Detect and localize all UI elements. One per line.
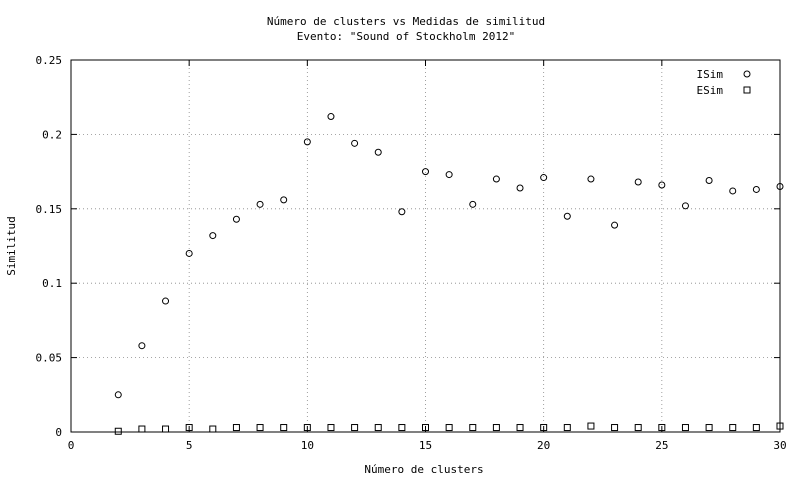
x-tick-label: 20 [537, 439, 550, 452]
isim-point [587, 175, 595, 183]
y-tick-label: 0.15 [36, 203, 63, 216]
isim-point [492, 175, 500, 183]
x-tick-label: 30 [773, 439, 786, 452]
y-tick-label: 0.25 [36, 54, 63, 67]
esim-point [563, 424, 571, 432]
esim-point [327, 424, 335, 432]
isim-point [681, 202, 689, 210]
isim-point [398, 208, 406, 216]
isim-point [138, 342, 146, 350]
y-tick-label: 0.2 [42, 128, 62, 141]
esim-point [776, 422, 784, 430]
y-axis-label: Similitud [5, 216, 18, 276]
isim-point [303, 138, 311, 146]
esim-point [398, 424, 406, 432]
grid-lines [71, 60, 780, 432]
esim-point [492, 424, 500, 432]
isim-point [351, 139, 359, 147]
isim-point [445, 171, 453, 179]
x-axis-label: Número de clusters [364, 463, 483, 476]
isim-point [563, 212, 571, 220]
x-tick-label: 15 [419, 439, 432, 452]
isim-point [256, 200, 264, 208]
esim-point [114, 427, 122, 435]
isim-point [374, 148, 382, 156]
data-points [114, 113, 784, 435]
esim-point [540, 424, 548, 432]
isim-point [752, 185, 760, 193]
esim-point [681, 424, 689, 432]
esim-point [162, 425, 170, 433]
esim-point [516, 424, 524, 432]
isim-point [658, 181, 666, 189]
series-esim [114, 422, 784, 435]
isim-point [185, 249, 193, 257]
esim-point [658, 424, 666, 432]
esim-point [611, 424, 619, 432]
legend-marker-isim [743, 70, 751, 78]
esim-point [705, 424, 713, 432]
x-tick-label: 5 [186, 439, 193, 452]
esim-point [729, 424, 737, 432]
axis-ticks: 0 5 10 15 20 25 30 0 0.05 0.1 0.15 0.2 0.25 [36, 54, 787, 452]
y-tick-label: 0.1 [42, 277, 62, 290]
series-isim [114, 113, 784, 399]
legend-label-isim: ISim [697, 68, 724, 81]
isim-point [516, 184, 524, 192]
isim-point [540, 174, 548, 182]
chart-title: Número de clusters vs Medidas de similit… [267, 15, 545, 28]
y-tick-label: 0 [55, 426, 62, 439]
legend-label-esim: ESim [697, 84, 724, 97]
isim-point [634, 178, 642, 186]
x-tick-label: 25 [655, 439, 668, 452]
esim-point [422, 424, 429, 432]
esim-point [587, 422, 595, 430]
esim-point [280, 424, 288, 432]
esim-point [374, 424, 382, 432]
esim-point [351, 424, 359, 432]
isim-point [232, 215, 240, 223]
isim-point [114, 391, 122, 399]
esim-point [752, 424, 760, 432]
isim-point [209, 232, 217, 240]
legend-marker-esim [743, 86, 751, 94]
isim-point [469, 200, 477, 208]
y-tick-label: 0.05 [36, 352, 63, 365]
esim-point [185, 424, 193, 432]
isim-point [705, 177, 713, 185]
isim-point [422, 168, 429, 176]
legend: ISim ESim [697, 68, 751, 97]
x-tick-label: 10 [301, 439, 314, 452]
esim-point [138, 425, 146, 433]
esim-point [303, 424, 311, 432]
esim-point [469, 424, 477, 432]
isim-point [611, 221, 619, 229]
isim-point [162, 297, 170, 305]
isim-point [327, 113, 335, 121]
esim-point [209, 425, 217, 433]
isim-point [280, 196, 288, 204]
esim-point [445, 424, 453, 432]
chart-subtitle: Evento: "Sound of Stockholm 2012" [297, 30, 516, 43]
isim-point [776, 182, 784, 190]
isim-point [729, 187, 737, 195]
esim-point [256, 424, 264, 432]
x-tick-label: 0 [68, 439, 75, 452]
esim-point [232, 424, 240, 432]
esim-point [634, 424, 642, 432]
